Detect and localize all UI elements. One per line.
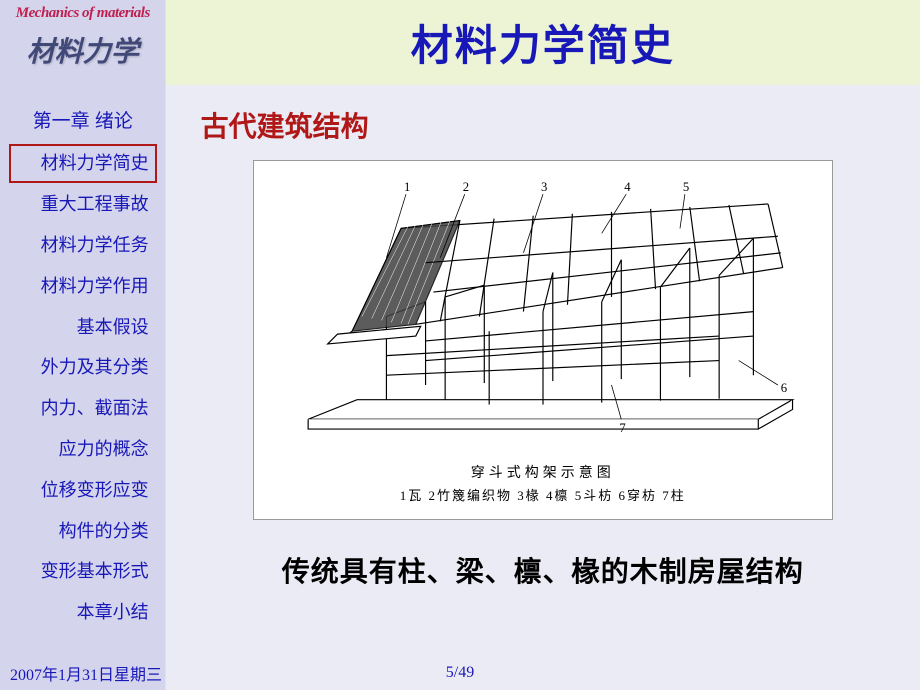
logo-arc-text: Mechanics of materials: [0, 5, 166, 22]
diagram-label-2: 2: [463, 180, 469, 194]
sidebar-item-tasks[interactable]: 材料力学任务: [9, 226, 157, 265]
sidebar-item-assumptions[interactable]: 基本假设: [9, 308, 157, 347]
diagram-caption: 穿斗式构架示意图: [471, 462, 615, 482]
sidebar-item-summary[interactable]: 本章小结: [9, 593, 157, 632]
diagram-container: 1 2 3 4 5 6 7 穿斗式构架示意图 1瓦 2竹篾编织物 3椽 4檩 5…: [253, 160, 833, 520]
section-title: 古代建筑结构: [201, 105, 895, 145]
diagram-label-4: 4: [624, 180, 631, 194]
sidebar-item-accidents[interactable]: 重大工程事故: [9, 185, 157, 224]
sidebar-item-displacement[interactable]: 位移变形应变: [9, 471, 157, 510]
sidebar-item-chapter1[interactable]: 第一章 绪论: [9, 102, 157, 142]
sidebar-item-deformation[interactable]: 变形基本形式: [9, 552, 157, 591]
content-area: 第一章 绪论 材料力学简史 重大工程事故 材料力学任务 材料力学作用 基本假设 …: [0, 85, 920, 655]
sidebar-item-stress[interactable]: 应力的概念: [9, 430, 157, 469]
diagram-label-3: 3: [541, 180, 547, 194]
diagram-legend: 1瓦 2竹篾编织物 3椽 4檩 5斗枋 6穿枋 7柱: [400, 485, 686, 504]
sidebar-item-internal-force[interactable]: 内力、截面法: [9, 389, 157, 428]
diagram-label-5: 5: [683, 180, 689, 194]
footer-page: 5/49: [446, 664, 474, 682]
sidebar-item-external-force[interactable]: 外力及其分类: [9, 348, 157, 387]
footer: 2007年1月31日星期三 5/49: [0, 655, 920, 690]
page-title: 材料力学简史: [166, 12, 920, 73]
title-bar: Mechanics of materials 材料力学 材料力学简史: [0, 0, 920, 85]
diagram-label-6: 6: [781, 381, 787, 395]
diagram-label-1: 1: [404, 180, 410, 194]
footer-date: 2007年1月31日星期三: [10, 661, 162, 685]
sidebar-item-effects[interactable]: 材料力学作用: [9, 267, 157, 306]
logo-main-text: 材料力学: [27, 30, 139, 70]
description-text: 传统具有柱、梁、檩、椽的木制房屋结构: [191, 550, 895, 590]
sidebar: 第一章 绪论 材料力学简史 重大工程事故 材料力学任务 材料力学作用 基本假设 …: [0, 85, 166, 655]
diagram-label-7: 7: [619, 421, 625, 435]
sidebar-item-components[interactable]: 构件的分类: [9, 512, 157, 551]
logo-area: Mechanics of materials 材料力学: [0, 0, 166, 85]
sidebar-item-history[interactable]: 材料力学简史: [9, 144, 157, 183]
building-diagram: 1 2 3 4 5 6 7: [269, 176, 817, 457]
main-content: 古代建筑结构: [166, 85, 920, 655]
